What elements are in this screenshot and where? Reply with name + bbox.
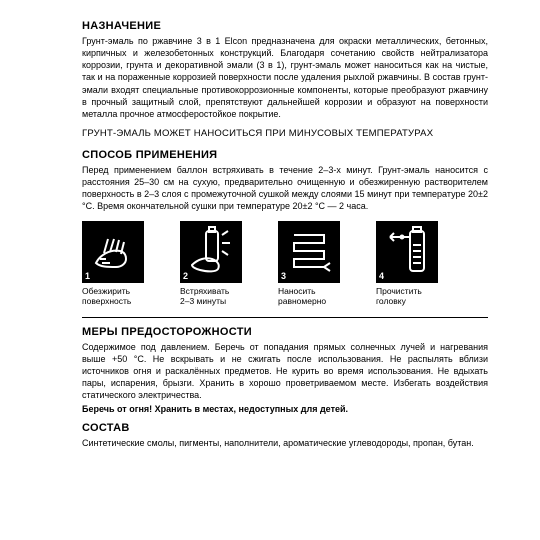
step-number: 1 — [85, 271, 90, 281]
precautions-text: Содержимое под давлением. Беречь от попа… — [82, 341, 488, 402]
shake-icon: 2 — [180, 221, 242, 283]
step-caption: Прочистить головку — [376, 286, 448, 307]
degrease-icon: 1 — [82, 221, 144, 283]
icon-step-4: 4 Прочистить головку — [376, 221, 448, 307]
temperature-note: ГРУНТ-ЭМАЛЬ МОЖЕТ НАНОСИТЬСЯ ПРИ МИНУСОВ… — [82, 128, 488, 139]
usage-text: Перед применением баллон встряхивать в т… — [82, 164, 488, 213]
composition-text: Синтетические смолы, пигменты, наполните… — [82, 437, 488, 449]
step-caption: Наносить равномерно — [278, 286, 350, 307]
step-caption: Обезжирить поверхность — [82, 286, 154, 307]
step-number: 4 — [379, 271, 384, 281]
icon-step-3: 3 Наносить равномерно — [278, 221, 350, 307]
precautions-bold: Беречь от огня! Хранить в местах, недост… — [82, 404, 488, 414]
spray-pattern-icon: 3 — [278, 221, 340, 283]
instruction-icons: 1 Обезжирить поверхность 2 — [82, 221, 488, 307]
icon-step-2: 2 Встряхивать 2–3 минуты — [180, 221, 252, 307]
document-page: НАЗНАЧЕНИЕ Грунт-эмаль по ржавчине 3 в 1… — [0, 0, 540, 469]
composition-title: СОСТАВ — [82, 422, 488, 434]
step-number: 3 — [281, 271, 286, 281]
precautions-title: МЕРЫ ПРЕДОСТОРОЖНОСТИ — [82, 326, 488, 338]
purpose-text: Грунт-эмаль по ржавчине 3 в 1 Elcon пред… — [82, 35, 488, 120]
divider — [82, 317, 488, 318]
icon-step-1: 1 Обезжирить поверхность — [82, 221, 154, 307]
step-number: 2 — [183, 271, 188, 281]
step-caption: Встряхивать 2–3 минуты — [180, 286, 252, 307]
clean-nozzle-icon: 4 — [376, 221, 438, 283]
usage-title: СПОСОБ ПРИМЕНЕНИЯ — [82, 149, 488, 161]
purpose-title: НАЗНАЧЕНИЕ — [82, 20, 488, 32]
